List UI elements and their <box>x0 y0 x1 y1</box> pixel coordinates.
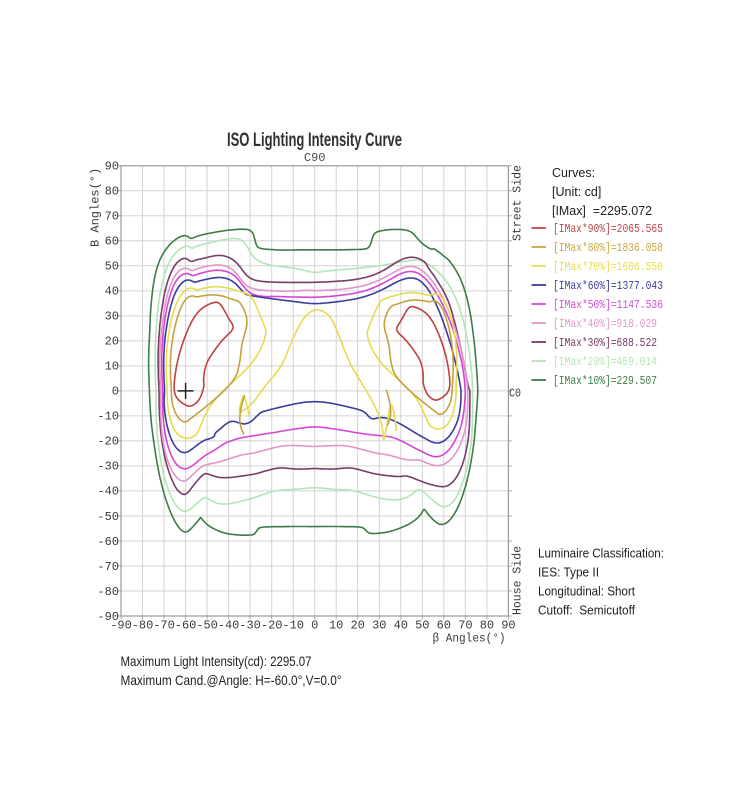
svg-text:-20: -20 <box>261 618 283 632</box>
svg-text:[IMax*80%]=1836.058: [IMax*80%]=1836.058 <box>553 241 663 255</box>
svg-text:Maximum Cand.@Angle: H=-60.0°,: Maximum Cand.@Angle: H=-60.0°,V=0.0° <box>121 672 342 688</box>
svg-text:[IMax*20%]=459.014: [IMax*20%]=459.014 <box>553 355 657 369</box>
svg-text:70: 70 <box>458 618 472 632</box>
svg-text:[IMax*90%]=2065.565: [IMax*90%]=2065.565 <box>553 222 663 236</box>
svg-text:40: 40 <box>105 285 119 299</box>
svg-text:-90: -90 <box>110 618 132 632</box>
svg-text:-80: -80 <box>132 618 154 632</box>
svg-text:50: 50 <box>105 260 119 274</box>
svg-text:[IMax*50%]=1147.536: [IMax*50%]=1147.536 <box>553 298 663 312</box>
svg-text:0: 0 <box>311 618 318 632</box>
svg-text:-20: -20 <box>97 435 119 449</box>
svg-text:30: 30 <box>372 618 386 632</box>
svg-text:40: 40 <box>394 618 408 632</box>
svg-text:30: 30 <box>105 310 119 324</box>
svg-text:-60: -60 <box>97 535 119 549</box>
svg-text:-10: -10 <box>282 618 304 632</box>
svg-text:-60: -60 <box>175 618 197 632</box>
svg-text:-70: -70 <box>97 560 119 574</box>
svg-text:-80: -80 <box>97 585 119 599</box>
svg-text:20: 20 <box>105 335 119 349</box>
svg-text:β Angles(°): β Angles(°) <box>433 632 506 646</box>
svg-text:IES: Type II: IES: Type II <box>538 566 599 580</box>
svg-text:Longitudinal: Short: Longitudinal: Short <box>538 585 635 599</box>
svg-text:[IMax*40%]=918.029: [IMax*40%]=918.029 <box>553 317 657 331</box>
svg-text:-30: -30 <box>97 460 119 474</box>
svg-text:[IMax*70%]=1606.550: [IMax*70%]=1606.550 <box>553 260 663 274</box>
svg-text:20: 20 <box>350 618 364 632</box>
svg-text:Cutoff: Semicutoff: Cutoff: Semicutoff <box>538 604 635 618</box>
svg-text:-90: -90 <box>97 610 119 624</box>
svg-text:10: 10 <box>329 618 343 632</box>
svg-text:80: 80 <box>105 185 119 199</box>
svg-text:Street Side: Street Side <box>512 165 525 241</box>
svg-text:Luminaire Classification:: Luminaire Classification: <box>538 547 664 561</box>
svg-text:70: 70 <box>105 210 119 224</box>
svg-text:C90: C90 <box>304 151 326 165</box>
svg-text:0: 0 <box>112 385 119 399</box>
svg-text:-30: -30 <box>239 618 261 632</box>
svg-text:[IMax*10%]=229.507: [IMax*10%]=229.507 <box>553 374 657 388</box>
svg-text:[IMax] =2295.072: [IMax] =2295.072 <box>552 204 652 218</box>
svg-text:Curves:: Curves: <box>552 166 595 180</box>
svg-text:90: 90 <box>105 160 119 174</box>
svg-text:60: 60 <box>105 235 119 249</box>
svg-text:-40: -40 <box>97 485 119 499</box>
svg-text:ISO Lighting Intensity Curve: ISO Lighting Intensity Curve <box>227 130 402 151</box>
svg-text:-10: -10 <box>97 410 119 424</box>
svg-text:[IMax*60%]=1377.043: [IMax*60%]=1377.043 <box>553 279 663 293</box>
svg-text:60: 60 <box>437 618 451 632</box>
svg-text:-50: -50 <box>97 510 119 524</box>
svg-text:-50: -50 <box>196 618 218 632</box>
svg-text:C0: C0 <box>509 387 521 400</box>
svg-text:10: 10 <box>105 360 119 374</box>
svg-text:B Angles(°): B Angles(°) <box>89 168 103 247</box>
svg-text:80: 80 <box>480 618 494 632</box>
svg-text:-40: -40 <box>218 618 240 632</box>
svg-text:50: 50 <box>415 618 429 632</box>
svg-text:[Unit: cd]: [Unit: cd] <box>552 185 601 199</box>
svg-text:-70: -70 <box>153 618 175 632</box>
svg-text:90: 90 <box>501 618 515 632</box>
svg-text:House Side: House Side <box>512 546 525 615</box>
svg-text:[IMax*30%]=688.522: [IMax*30%]=688.522 <box>553 336 657 350</box>
svg-text:Maximum Light Intensity(cd): 2: Maximum Light Intensity(cd): 2295.07 <box>121 653 312 669</box>
